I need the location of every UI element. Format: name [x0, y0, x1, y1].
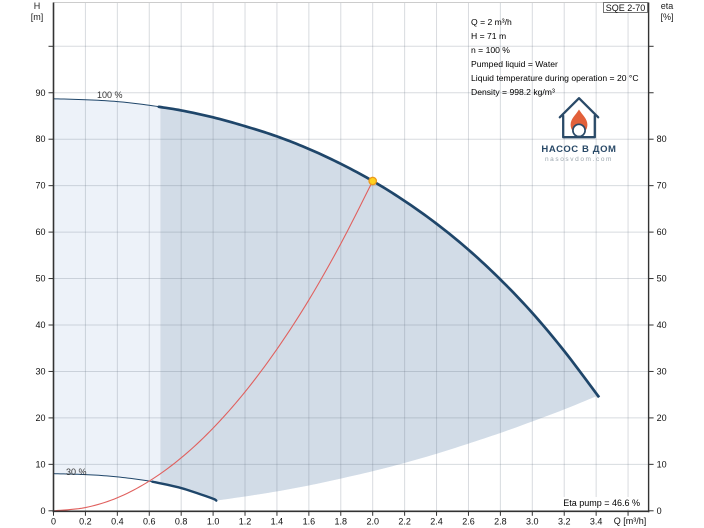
- y-tick-label-right: 0: [657, 506, 662, 516]
- y-tick-label-left: 90: [35, 88, 45, 98]
- left-axis-unit-symbol: H: [33, 1, 41, 11]
- right-axis-unit-symbol: eta: [660, 1, 674, 11]
- logo-title: НАСОС В ДОМ: [541, 144, 617, 155]
- y-tick-label-right: 30: [657, 366, 667, 376]
- y-tick-label-left: 70: [35, 181, 45, 191]
- pump-curve-30-rated: [151, 480, 218, 502]
- y-tick-label-left: 40: [35, 320, 45, 330]
- curve-label-30-percent: 30 %: [66, 466, 87, 477]
- y-tick-label-left: 10: [35, 459, 45, 469]
- x-tick-label: 2.6: [462, 516, 475, 526]
- y-tick-label-right: 80: [657, 134, 667, 144]
- right-axis-unit-dim: [%]: [660, 12, 674, 22]
- x-tick-label: 0.6: [143, 516, 156, 526]
- x-tick-label: 2.8: [494, 516, 507, 526]
- operating-point-marker: [368, 176, 378, 186]
- info-line-3: n = 100 %: [471, 45, 510, 55]
- x-tick-label: 0.2: [79, 516, 92, 526]
- x-tick-label: 1.0: [207, 516, 220, 526]
- info-line-5: Liquid temperature during operation = 20…: [471, 73, 639, 83]
- x-tick-label: 0.8: [175, 516, 188, 526]
- info-line-6: Density = 998.2 kg/m³: [471, 87, 555, 97]
- x-tick-label: 1.4: [271, 516, 284, 526]
- y-tick-label-right: 50: [657, 274, 667, 284]
- x-tick-label: 1.8: [335, 516, 348, 526]
- info-line-1: Q = 2 m³/h: [471, 17, 512, 27]
- pump-model-badge: SQE 2-70: [603, 2, 648, 13]
- eta-pump-value-label: Eta pump = 46.6 %: [560, 497, 643, 509]
- x-tick-label: 3.4: [590, 516, 603, 526]
- right-axis-unit-label: eta [%]: [652, 1, 682, 23]
- logo-house-icon: [558, 97, 600, 139]
- y-tick-label-left: 0: [40, 506, 45, 516]
- x-tick-label: 1.2: [239, 516, 252, 526]
- x-tick-label: 1.6: [303, 516, 316, 526]
- info-line-4: Pumped liquid = Water: [471, 59, 558, 69]
- left-axis-unit-dim: [m]: [30, 12, 44, 22]
- vendor-logo: НАСОС В ДОМ nasosvdom.com: [529, 95, 629, 170]
- info-line-2: H = 71 m: [471, 31, 507, 41]
- x-tick-label: 0: [51, 516, 56, 526]
- y-tick-label-left: 20: [35, 413, 45, 423]
- logo-domain: nasosvdom.com: [544, 156, 614, 163]
- x-tick-label: 2.0: [366, 516, 379, 526]
- y-tick-label-right: 40: [657, 320, 667, 330]
- y-tick-label-right: 10: [657, 459, 667, 469]
- x-tick-label: 0.4: [111, 516, 124, 526]
- x-tick-label: 2.2: [398, 516, 411, 526]
- x-tick-label: 3.0: [526, 516, 539, 526]
- y-tick-label-left: 80: [35, 134, 45, 144]
- curve-label-100-percent: 100 %: [97, 90, 123, 100]
- duty-point-info-block: Q = 2 m³/h H = 71 m n = 100 % Pumped liquid…: [471, 15, 639, 99]
- system-curve: [53, 180, 374, 512]
- logo-circle-icon: [572, 123, 586, 138]
- y-tick-label-right: 20: [657, 413, 667, 423]
- y-tick-label-left: 60: [35, 227, 45, 237]
- x-tick-label: 2.4: [430, 516, 443, 526]
- operating-envelope-rated-fill: [160, 106, 600, 501]
- pump-curve-100-rated: [157, 105, 601, 399]
- y-tick-label-left: 30: [35, 366, 45, 376]
- y-tick-label-left: 50: [35, 274, 45, 284]
- pump-model-label: SQE 2-70: [605, 3, 646, 13]
- logo-roof-outline: [558, 97, 600, 119]
- y-tick-label-right: 60: [657, 227, 667, 237]
- y-tick-label-right: 70: [657, 181, 667, 191]
- logo-roof-fill: [560, 99, 598, 117]
- x-axis-unit-label: Q [m³/h]: [613, 516, 647, 526]
- x-tick-label: 3.2: [558, 516, 571, 526]
- left-axis-unit-label: H [m]: [22, 1, 52, 23]
